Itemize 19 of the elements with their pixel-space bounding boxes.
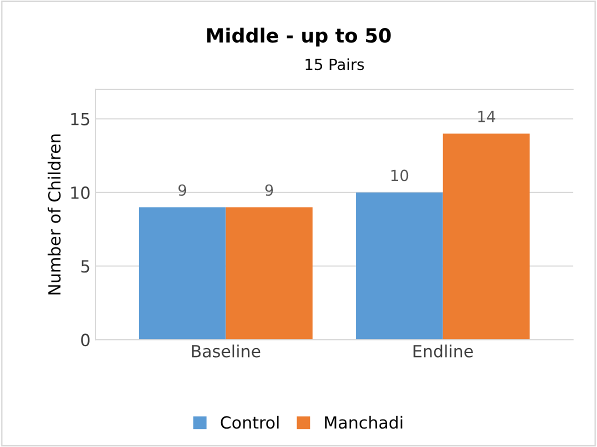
bar xyxy=(138,207,226,340)
legend-label: Manchadi xyxy=(325,416,402,429)
bar xyxy=(356,192,443,340)
data-label: 14 xyxy=(478,110,496,122)
y-tick-label: 10 xyxy=(71,186,90,200)
chart-subtitle: 15 Pairs xyxy=(306,58,364,70)
y-tick-label: 0 xyxy=(81,334,90,346)
y-axis-title: Number of Children xyxy=(48,134,61,294)
bar xyxy=(442,134,530,340)
data-label: 9 xyxy=(265,184,273,196)
data-label: 9 xyxy=(178,184,186,196)
chart-title: Middle - up to 50 xyxy=(207,28,391,47)
x-tick-label: Baseline xyxy=(192,344,260,358)
y-tick-label: 15 xyxy=(71,113,90,126)
y-tick-label: 5 xyxy=(81,260,90,273)
legend-label: Control xyxy=(220,416,279,429)
bar xyxy=(226,207,313,340)
x-tick-label: Endline xyxy=(414,344,473,358)
data-label: 10 xyxy=(391,170,408,182)
